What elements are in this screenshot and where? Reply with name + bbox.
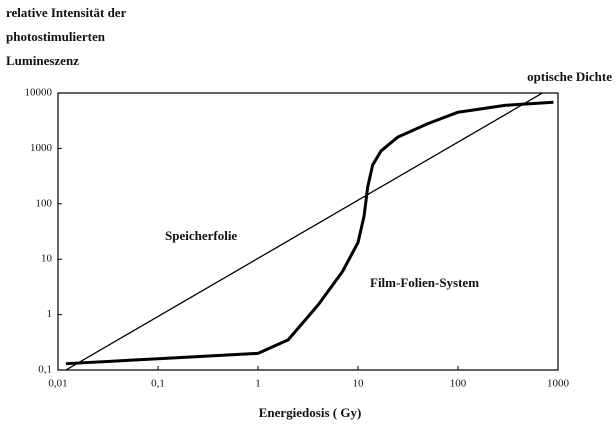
series-line [65,100,554,366]
x-tick-label: 1 [255,378,261,390]
x-tick-label: 1000 [547,378,570,390]
annotation: Film-Folien-System [370,275,479,290]
x-axis-title: Energiedosis ( Gy) [259,405,362,420]
x-tick-label: 100 [450,378,467,390]
y-tick-label: 1 [47,308,53,320]
y-tick-label: 10 [41,253,53,265]
y-tick-label: 0,1 [38,364,52,376]
series-line [65,93,543,370]
y-axis-title: Lumineszenz [6,53,79,68]
x-tick-label: 0,01 [48,378,67,390]
y-axis-title: relative Intensität der [6,5,127,20]
annotation: Speicherfolie [165,228,237,243]
y2-axis-title: optische Dichte [527,69,612,84]
plot-frame [57,92,559,371]
x-tick-label: 0,1 [151,378,165,390]
x-tick-label: 10 [353,378,365,390]
y-tick-label: 10000 [25,87,53,99]
y-axis-title: photostimulierten [6,29,106,44]
y-tick-label: 1000 [30,142,53,154]
y-tick-label: 100 [36,197,53,209]
